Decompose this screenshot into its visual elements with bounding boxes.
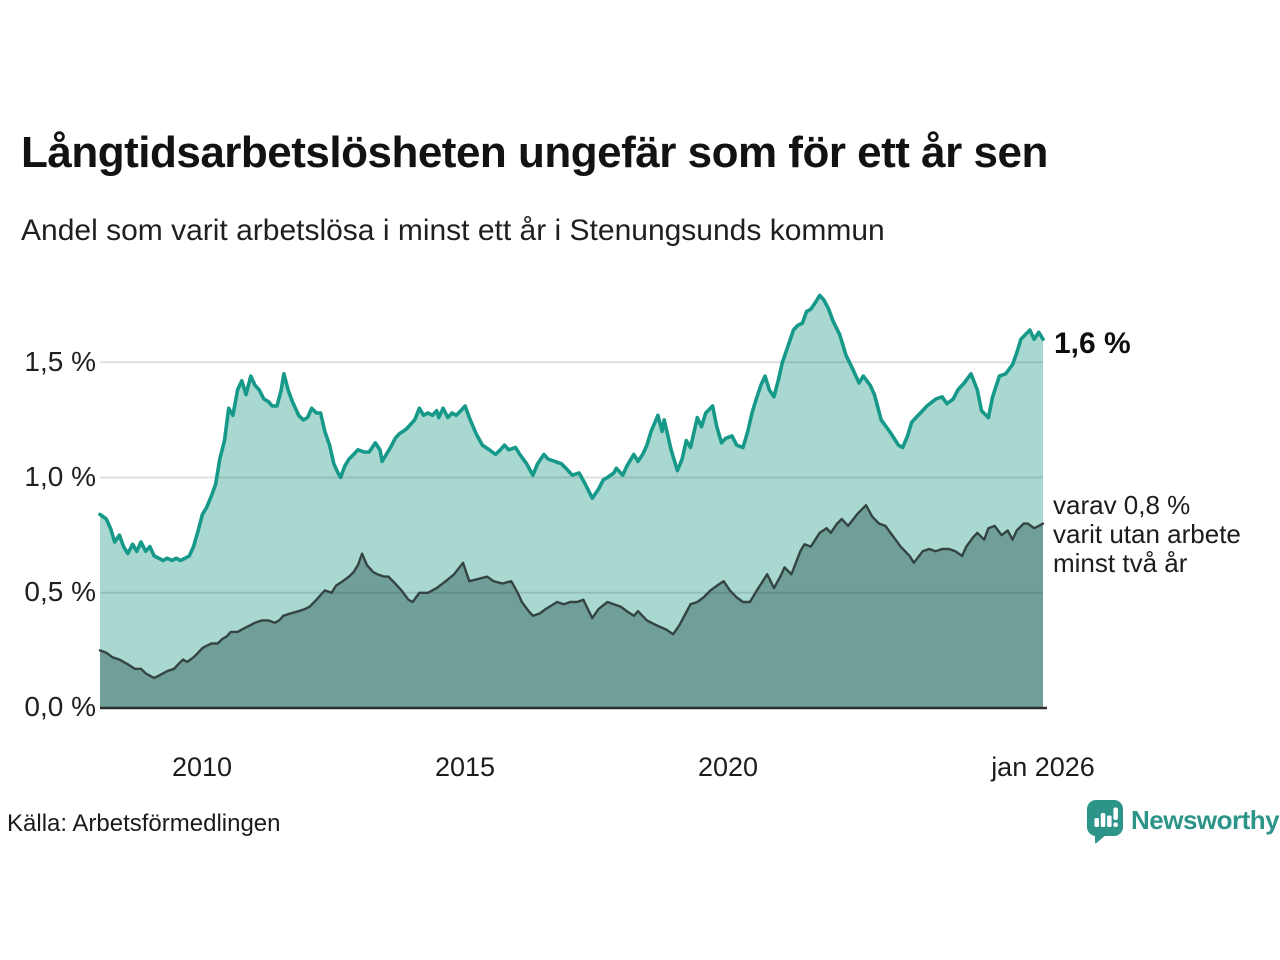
y-axis-tick-label-0: 0,0 % — [24, 691, 96, 722]
secondary-series-annotation: varav 0,8 % varit utan arbete minst två … — [1053, 490, 1241, 578]
x-axis-tick-label-2020: 2020 — [697, 752, 759, 782]
x-axis-tick-label-2010: 2010 — [171, 752, 233, 782]
y-axis-tick-label-05: 0,5 % — [24, 576, 96, 607]
latest-value-annotation: 1,6 % — [1054, 327, 1131, 360]
newsworthy-logo: Newsworthy — [1086, 799, 1280, 845]
page-subtitle: Andel som varit arbetslösa i minst ett å… — [21, 214, 885, 247]
x-axis-tick-label-2026: jan 2026 — [991, 752, 1095, 782]
y-axis-tick-label-15: 1,5 % — [24, 346, 96, 377]
newsworthy-icon — [1087, 800, 1123, 844]
x-axis-tick-label-2015: 2015 — [434, 752, 496, 782]
source-note: Källa: Arbetsförmedlingen — [7, 810, 281, 837]
y-axis-tick-label-10: 1,0 % — [24, 461, 96, 492]
newsworthy-wordmark: Newsworthy — [1131, 805, 1280, 835]
page-title: Långtidsarbetslösheten ungefär som för e… — [21, 128, 1048, 177]
